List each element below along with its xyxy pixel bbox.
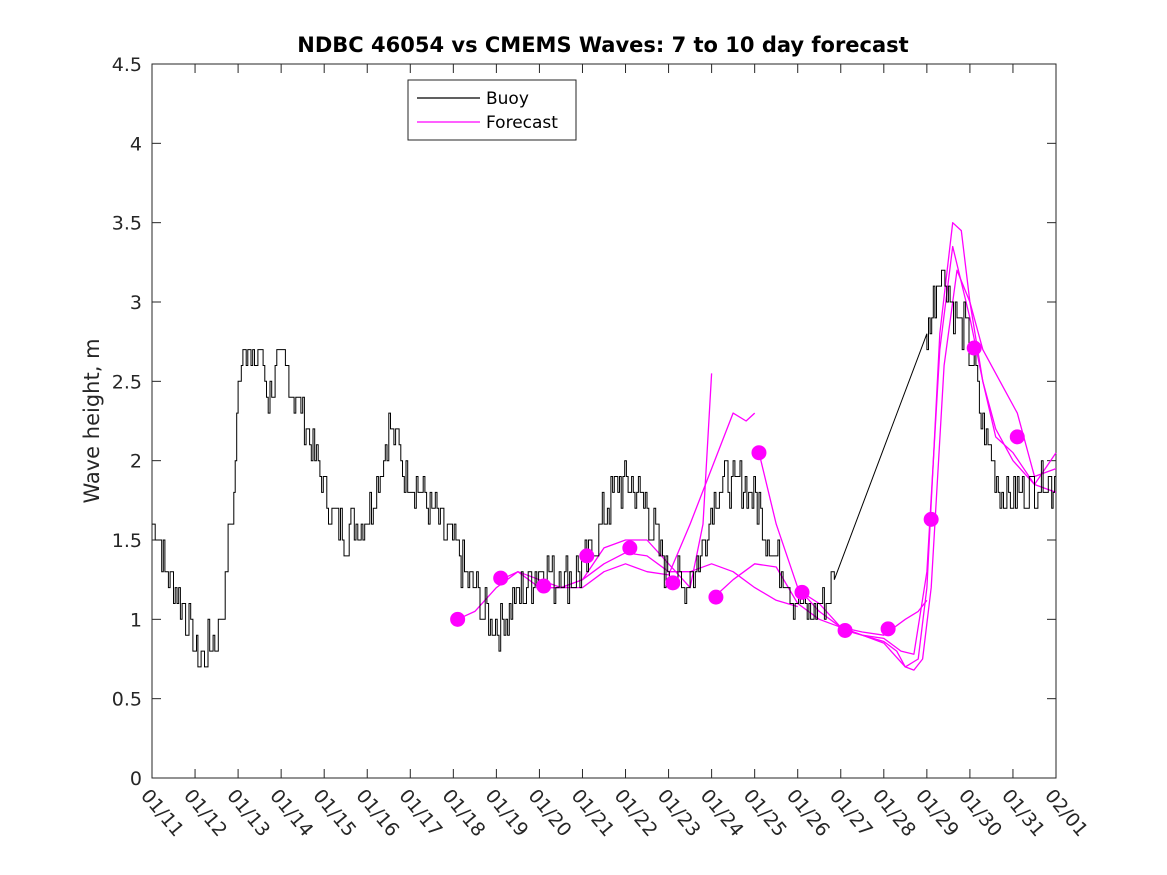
legend-box — [407, 79, 577, 141]
forecast-marker — [880, 621, 896, 637]
y-tick-label: 4 — [130, 133, 142, 155]
forecast-marker — [665, 575, 681, 591]
axes-box — [151, 63, 1057, 779]
forecast-marker — [923, 511, 939, 527]
forecast-marker — [837, 622, 853, 638]
forecast-marker — [1009, 429, 1025, 445]
y-tick-label: 0.5 — [112, 689, 142, 711]
legend: Buoy Forecast — [407, 79, 577, 141]
forecast-marker — [450, 611, 466, 627]
forecast-marker — [708, 589, 724, 605]
forecast-marker — [751, 445, 767, 461]
forecast-marker — [794, 584, 810, 600]
forecast-series-line — [758, 222, 1057, 668]
y-tick-label: 3.5 — [112, 213, 142, 235]
legend-buoy-label: Buoy — [486, 89, 529, 109]
y-tick-label: 4.5 — [112, 54, 142, 76]
y-tick-label: 0 — [130, 768, 142, 790]
legend-forecast-label: Forecast — [486, 113, 558, 133]
y-tick-label: 2 — [130, 451, 142, 473]
y-tick-label: 1 — [130, 609, 142, 631]
forecast-series-line — [844, 269, 1057, 671]
y-tick-label: 1.5 — [112, 530, 142, 552]
forecast-marker — [536, 578, 552, 594]
forecast-series-line — [715, 563, 928, 636]
buoy-line — [152, 269, 1056, 668]
y-tick-label: 3 — [130, 292, 142, 314]
forecast-marker — [493, 570, 509, 586]
forecast-marker — [622, 540, 638, 556]
forecast-marker — [579, 548, 595, 564]
y-axis-label: Wave height, m — [80, 338, 104, 503]
y-tick-label: 2.5 — [112, 371, 142, 393]
chart-title: NDBC 46054 vs CMEMS Waves: 7 to 10 day f… — [297, 33, 908, 57]
forecast-marker — [966, 340, 982, 356]
